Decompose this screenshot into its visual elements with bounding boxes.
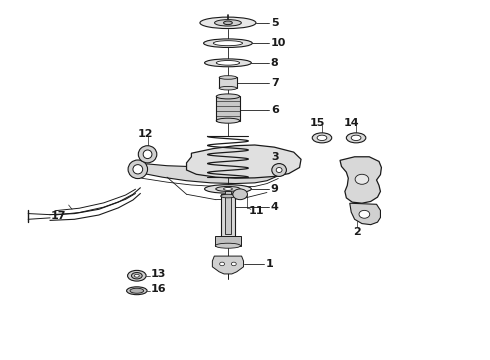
Polygon shape <box>135 159 280 184</box>
Ellipse shape <box>213 41 243 46</box>
Bar <box>216 96 240 121</box>
Text: 1: 1 <box>266 259 274 269</box>
Text: 13: 13 <box>150 269 166 279</box>
Ellipse shape <box>223 188 232 190</box>
Ellipse shape <box>215 243 241 248</box>
Polygon shape <box>350 203 380 225</box>
Text: 3: 3 <box>271 152 278 162</box>
Text: 11: 11 <box>249 206 265 216</box>
Ellipse shape <box>133 165 143 174</box>
Ellipse shape <box>223 21 232 24</box>
Ellipse shape <box>272 163 287 176</box>
Text: 5: 5 <box>271 18 278 28</box>
Ellipse shape <box>220 262 224 266</box>
Ellipse shape <box>131 273 142 279</box>
Text: 12: 12 <box>138 129 153 139</box>
Ellipse shape <box>200 17 256 28</box>
Ellipse shape <box>346 133 366 143</box>
Text: 16: 16 <box>150 284 166 294</box>
Ellipse shape <box>216 60 240 65</box>
Text: 14: 14 <box>343 118 359 128</box>
Ellipse shape <box>220 194 235 198</box>
Text: 17: 17 <box>51 211 67 221</box>
Ellipse shape <box>138 146 157 163</box>
Bar <box>219 77 237 88</box>
Ellipse shape <box>203 39 252 48</box>
Ellipse shape <box>216 94 240 99</box>
Polygon shape <box>340 157 381 203</box>
Ellipse shape <box>127 270 146 281</box>
Text: 4: 4 <box>271 202 279 212</box>
Text: 9: 9 <box>271 184 279 194</box>
Ellipse shape <box>128 160 147 179</box>
Bar <box>224 192 231 234</box>
Ellipse shape <box>134 274 139 277</box>
Ellipse shape <box>351 135 361 140</box>
Text: 7: 7 <box>271 78 279 88</box>
Polygon shape <box>187 145 301 178</box>
Text: 8: 8 <box>271 58 279 68</box>
Ellipse shape <box>317 135 327 140</box>
Ellipse shape <box>215 19 242 26</box>
Text: 6: 6 <box>271 105 279 115</box>
Ellipse shape <box>204 185 251 193</box>
Text: 10: 10 <box>271 38 286 48</box>
Text: 2: 2 <box>353 227 361 237</box>
Ellipse shape <box>359 210 370 218</box>
Ellipse shape <box>219 76 237 79</box>
Ellipse shape <box>219 86 237 90</box>
Ellipse shape <box>233 189 247 200</box>
Ellipse shape <box>231 262 236 266</box>
Ellipse shape <box>130 288 144 293</box>
Ellipse shape <box>312 133 332 143</box>
Ellipse shape <box>204 59 251 67</box>
Ellipse shape <box>355 174 369 184</box>
Bar <box>215 237 241 246</box>
Bar <box>220 194 235 241</box>
Ellipse shape <box>216 186 240 192</box>
Ellipse shape <box>216 118 240 123</box>
Text: 15: 15 <box>309 118 325 128</box>
Ellipse shape <box>143 150 152 158</box>
Ellipse shape <box>276 167 282 172</box>
Ellipse shape <box>126 287 147 295</box>
Polygon shape <box>212 256 244 274</box>
